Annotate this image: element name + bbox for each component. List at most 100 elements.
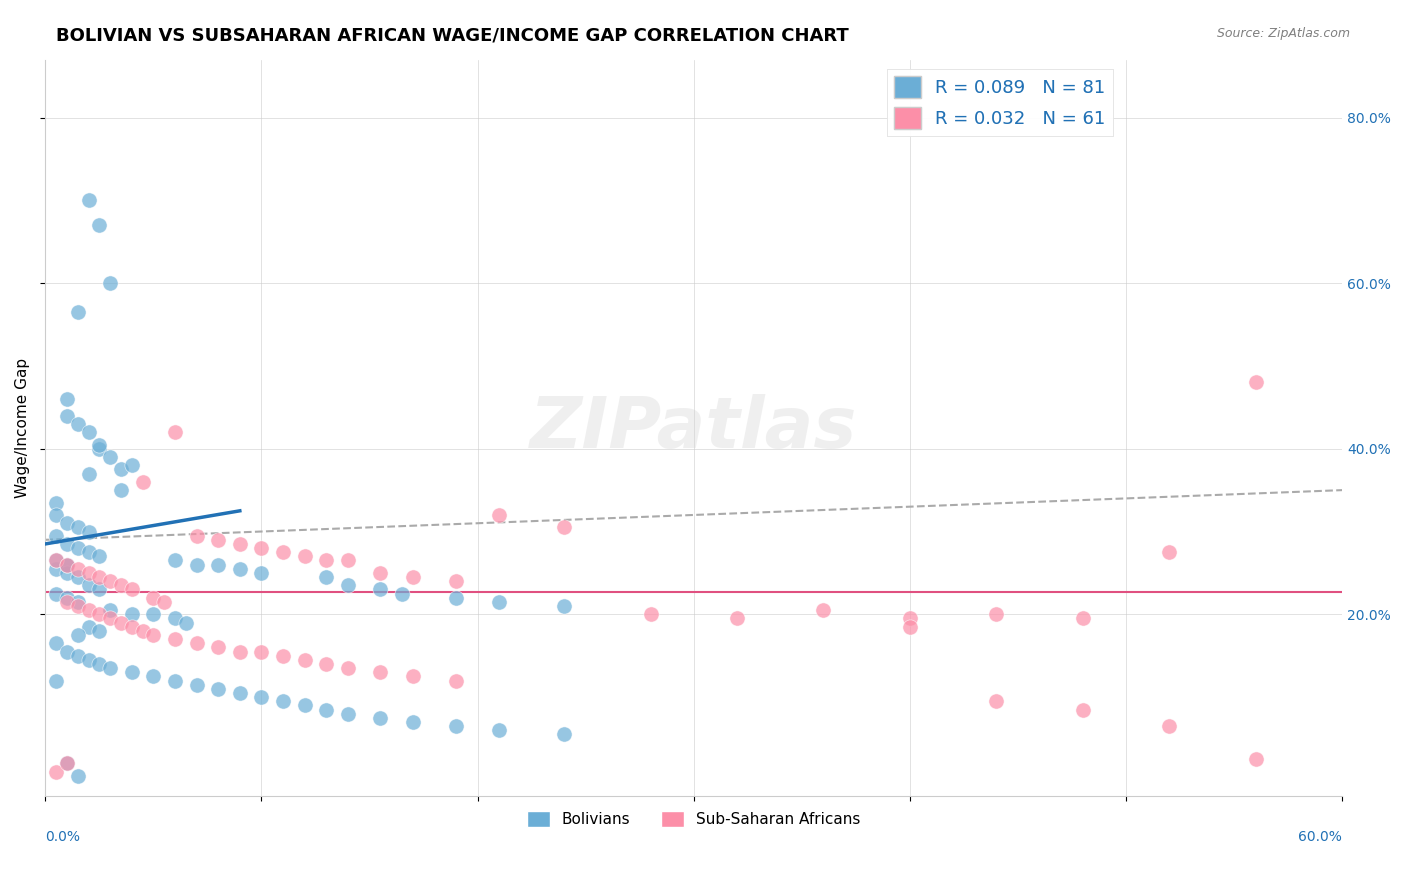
Point xyxy=(1071,611,1094,625)
Point xyxy=(186,636,208,650)
Point xyxy=(121,607,143,622)
Point xyxy=(89,657,111,671)
Point xyxy=(488,595,510,609)
Y-axis label: Wage/Income Gap: Wage/Income Gap xyxy=(15,358,30,498)
Text: Source: ZipAtlas.com: Source: ZipAtlas.com xyxy=(1216,27,1350,40)
Point xyxy=(56,558,79,572)
Point xyxy=(142,607,165,622)
Point xyxy=(89,218,111,232)
Point xyxy=(66,541,89,555)
Point xyxy=(66,648,89,663)
Point xyxy=(66,305,89,319)
Point xyxy=(163,673,186,688)
Point xyxy=(56,591,79,605)
Point xyxy=(444,591,467,605)
Point xyxy=(56,516,79,531)
Point xyxy=(315,570,337,584)
Point xyxy=(89,437,111,451)
Point xyxy=(1244,376,1267,390)
Point xyxy=(1159,719,1181,733)
Point xyxy=(56,409,79,423)
Point xyxy=(402,714,425,729)
Point xyxy=(89,624,111,638)
Point xyxy=(142,591,165,605)
Point xyxy=(444,673,467,688)
Point xyxy=(336,661,359,675)
Point xyxy=(813,603,835,617)
Point xyxy=(77,194,100,208)
Point xyxy=(640,607,662,622)
Point xyxy=(56,756,79,771)
Point xyxy=(898,611,921,625)
Point xyxy=(488,508,510,522)
Point xyxy=(45,562,67,576)
Point xyxy=(98,611,121,625)
Point xyxy=(163,632,186,647)
Point xyxy=(402,570,425,584)
Point xyxy=(336,706,359,721)
Point xyxy=(45,636,67,650)
Point xyxy=(66,628,89,642)
Point xyxy=(725,611,748,625)
Point xyxy=(153,595,176,609)
Point xyxy=(98,276,121,290)
Point xyxy=(110,462,132,476)
Point xyxy=(89,570,111,584)
Point xyxy=(1071,702,1094,716)
Point xyxy=(488,723,510,738)
Point xyxy=(121,582,143,597)
Point xyxy=(45,553,67,567)
Point xyxy=(56,595,79,609)
Point xyxy=(142,628,165,642)
Point xyxy=(77,653,100,667)
Point xyxy=(294,698,316,713)
Point xyxy=(56,756,79,771)
Point xyxy=(336,578,359,592)
Point xyxy=(315,553,337,567)
Point xyxy=(98,603,121,617)
Point xyxy=(121,458,143,473)
Point xyxy=(553,599,575,613)
Point xyxy=(986,694,1008,708)
Point xyxy=(163,553,186,567)
Point xyxy=(336,553,359,567)
Point xyxy=(250,541,273,555)
Point xyxy=(370,582,392,597)
Point xyxy=(66,595,89,609)
Point xyxy=(271,545,294,559)
Point xyxy=(250,644,273,658)
Point xyxy=(77,578,100,592)
Point xyxy=(45,508,67,522)
Point xyxy=(56,558,79,572)
Point xyxy=(402,669,425,683)
Point xyxy=(110,483,132,497)
Point xyxy=(131,475,153,489)
Point xyxy=(444,574,467,589)
Point xyxy=(163,611,186,625)
Text: 0.0%: 0.0% xyxy=(45,830,80,844)
Point xyxy=(174,615,197,630)
Point xyxy=(77,620,100,634)
Point xyxy=(45,673,67,688)
Point xyxy=(56,392,79,406)
Point xyxy=(66,769,89,783)
Point xyxy=(1159,545,1181,559)
Point xyxy=(444,719,467,733)
Point xyxy=(163,425,186,439)
Point xyxy=(56,566,79,580)
Point xyxy=(98,574,121,589)
Point xyxy=(250,690,273,705)
Text: BOLIVIAN VS SUBSAHARAN AFRICAN WAGE/INCOME GAP CORRELATION CHART: BOLIVIAN VS SUBSAHARAN AFRICAN WAGE/INCO… xyxy=(56,27,849,45)
Point xyxy=(98,450,121,464)
Point xyxy=(207,558,229,572)
Point xyxy=(294,549,316,564)
Point xyxy=(186,529,208,543)
Point xyxy=(131,624,153,638)
Point xyxy=(56,558,79,572)
Point xyxy=(553,520,575,534)
Point xyxy=(229,537,252,551)
Point xyxy=(370,566,392,580)
Point xyxy=(315,702,337,716)
Point xyxy=(207,681,229,696)
Point xyxy=(66,599,89,613)
